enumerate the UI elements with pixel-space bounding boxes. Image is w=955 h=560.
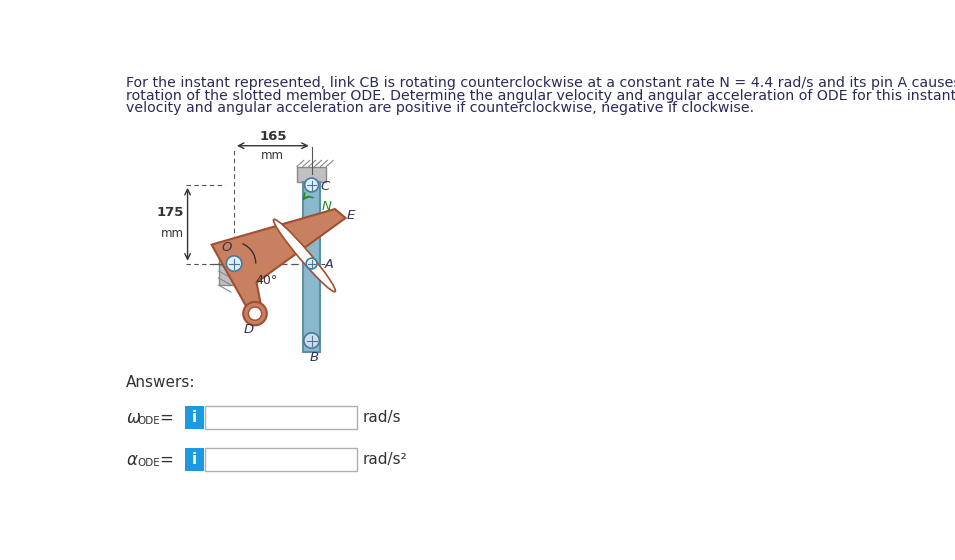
Text: mm: mm [160,227,183,240]
Circle shape [305,178,319,192]
Bar [185,406,203,429]
Text: ODE: ODE [138,458,159,468]
Ellipse shape [244,302,266,325]
Text: mm: mm [262,149,285,162]
Text: ODE: ODE [138,416,159,426]
Bar [185,449,203,472]
Text: E: E [347,208,355,222]
Text: =: = [159,409,174,427]
Text: D: D [244,323,253,336]
Text: $\omega$: $\omega$ [125,409,140,427]
Text: i: i [192,452,197,468]
Text: 40°: 40° [256,274,278,287]
Text: rotation of the slotted member ODE. Determine the angular velocity and angular a: rotation of the slotted member ODE. Dete… [125,88,955,102]
Polygon shape [212,209,346,321]
Text: For the instant represented, link CB is rotating counterclockwise at a constant : For the instant represented, link CB is … [125,76,955,90]
Ellipse shape [273,220,335,292]
Bar [205,406,356,429]
Text: $\alpha$: $\alpha$ [125,451,138,469]
Text: velocity and angular acceleration are positive if counterclockwise, negative if : velocity and angular acceleration are po… [125,101,753,115]
Bar [303,182,320,352]
Circle shape [307,258,317,269]
Text: rad/s²: rad/s² [363,452,408,468]
Text: 165: 165 [259,130,286,143]
Bar [219,242,232,285]
Text: rad/s: rad/s [363,410,401,425]
Text: =: = [159,451,174,469]
Text: C: C [320,180,329,193]
Ellipse shape [248,307,262,320]
Circle shape [304,333,319,348]
Text: -A: -A [321,258,335,271]
Text: i: i [192,410,197,425]
Bar [297,166,327,182]
Text: B: B [309,351,318,363]
Text: Answers:: Answers: [125,375,195,390]
Text: N: N [322,200,331,213]
Text: 175: 175 [157,206,183,219]
Text: O: O [222,241,232,254]
Circle shape [226,256,242,271]
Bar [205,449,356,472]
